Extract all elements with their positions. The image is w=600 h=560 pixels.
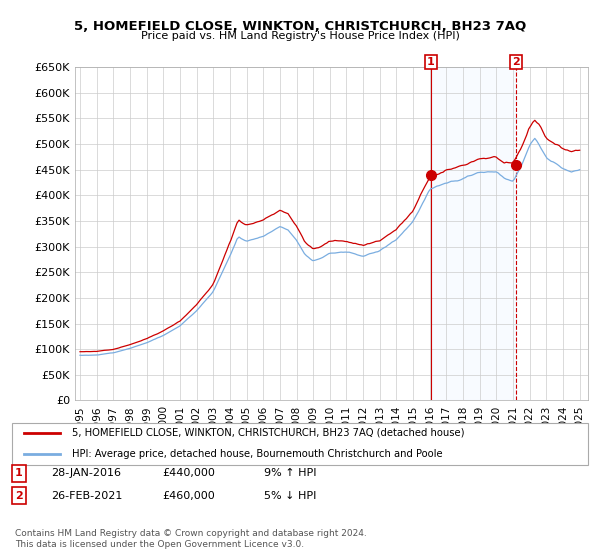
Text: 1: 1 (427, 57, 435, 67)
Bar (431, 67, 516, 400)
Text: 9% ↑ HPI: 9% ↑ HPI (264, 468, 317, 478)
Text: 1: 1 (15, 468, 23, 478)
Text: 2: 2 (512, 57, 520, 67)
Text: HPI: Average price, detached house, Bournemouth Christchurch and Poole: HPI: Average price, detached house, Bour… (72, 449, 443, 459)
Text: Price paid vs. HM Land Registry's House Price Index (HPI): Price paid vs. HM Land Registry's House … (140, 31, 460, 41)
Text: 5% ↓ HPI: 5% ↓ HPI (264, 491, 316, 501)
Text: £460,000: £460,000 (162, 491, 215, 501)
Text: 5, HOMEFIELD CLOSE, WINKTON, CHRISTCHURCH, BH23 7AQ (detached house): 5, HOMEFIELD CLOSE, WINKTON, CHRISTCHURC… (72, 428, 464, 438)
Text: 28-JAN-2016: 28-JAN-2016 (51, 468, 121, 478)
Text: 2: 2 (15, 491, 23, 501)
Text: 26-FEB-2021: 26-FEB-2021 (51, 491, 122, 501)
Text: Contains HM Land Registry data © Crown copyright and database right 2024.
This d: Contains HM Land Registry data © Crown c… (15, 529, 367, 549)
Text: £440,000: £440,000 (162, 468, 215, 478)
Text: 5, HOMEFIELD CLOSE, WINKTON, CHRISTCHURCH, BH23 7AQ: 5, HOMEFIELD CLOSE, WINKTON, CHRISTCHURC… (74, 20, 526, 32)
